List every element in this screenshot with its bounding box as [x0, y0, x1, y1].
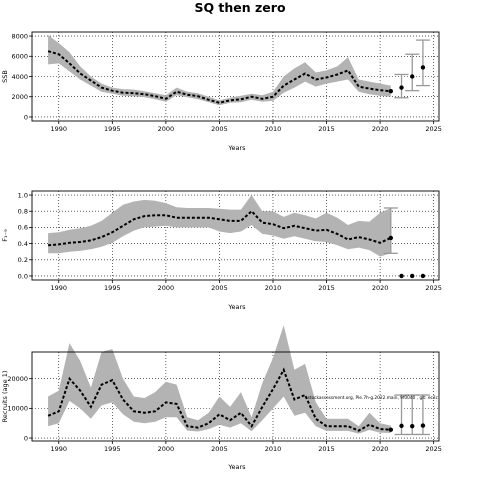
ticks: 1990 1995 2000 2005 2010 2015 2020 2025 0 10000 20… [7, 375, 442, 453]
x-tick-label: 2005 [211, 445, 228, 453]
x-tick-label: 2015 [318, 445, 335, 453]
panel-2: 1990 1995 2000 2005 2010 2015 2020 2025 0.0 0.2 0.… [1, 190, 442, 311]
figure-title: SQ then zero [194, 0, 286, 15]
x-tick-label: 2020 [372, 125, 389, 133]
projection-point [399, 85, 404, 90]
x-tick-label: 2020 [372, 284, 389, 292]
projection [388, 39, 430, 99]
projection [399, 273, 426, 279]
x-tick-label: 2020 [372, 445, 389, 453]
x-tick-label: 2015 [318, 125, 335, 133]
x-tick-label: 2000 [158, 445, 175, 453]
panel-3: 1990 1995 2000 2005 2010 2015 2020 2025 0 10000 20… [1, 325, 442, 471]
y-axis-label: F₁₋₉ [1, 229, 9, 242]
projection-point [399, 273, 404, 279]
x-axis-label: Years [227, 144, 246, 152]
ticks: 1990 1995 2000 2005 2010 2015 2020 2025 0 2000 400… [11, 32, 441, 133]
y-axis-label: Recruits (age 1) [1, 371, 9, 423]
panels: 1990 1995 2000 2005 2010 2015 2020 2025 0 2000 400… [1, 31, 442, 471]
x-tick-label: 1990 [51, 125, 68, 133]
y-tick-label: 0.4 [18, 240, 28, 248]
projection-point [388, 88, 394, 94]
annotation: stockassessment.org, Ple.7h-g.2022.main,… [308, 395, 439, 401]
y-tick-label: 20000 [7, 375, 28, 383]
projection-point [410, 74, 415, 79]
projection-errorbar [415, 39, 430, 87]
plot-frame [31, 190, 440, 281]
y-tick-label: 0 [24, 434, 28, 442]
projection-point [399, 423, 404, 429]
projection-point [410, 273, 415, 279]
y-tick-label: 6000 [11, 53, 28, 61]
projection-point [388, 427, 394, 432]
x-tick-label: 1990 [51, 445, 68, 453]
panel-1: 1990 1995 2000 2005 2010 2015 2020 2025 0 2000 400… [1, 31, 442, 152]
projection-errorbar [405, 53, 420, 92]
x-tick-label: 2025 [425, 125, 442, 133]
x-axis-label: Years [227, 303, 246, 311]
x-axis-label: Years [227, 463, 246, 471]
y-tick-label: 0 [24, 113, 28, 121]
x-tick-label: 2010 [265, 125, 282, 133]
x-tick-label: 2025 [425, 284, 442, 292]
confidence-band [48, 325, 391, 434]
x-tick-label: 2010 [265, 284, 282, 292]
x-tick-label: 1995 [104, 284, 121, 292]
projection-point [420, 273, 426, 279]
projection-point [420, 423, 426, 428]
grid [32, 352, 439, 441]
x-tick-label: 2005 [211, 125, 228, 133]
confidence-band [48, 35, 391, 106]
last-year-interval [383, 207, 398, 254]
confidence-band [48, 195, 391, 257]
x-tick-label: 2025 [425, 445, 442, 453]
y-tick-label: 4000 [11, 73, 28, 81]
y-tick-label: 0.2 [18, 256, 28, 264]
x-tick-label: 2015 [318, 284, 335, 292]
x-tick-label: 2005 [211, 284, 228, 292]
y-tick-label: 8000 [11, 32, 28, 40]
grid [32, 32, 439, 121]
y-tick-label: 1.0 [18, 191, 28, 199]
x-tick-label: 1995 [104, 125, 121, 133]
estimate-line [48, 209, 392, 247]
y-tick-label: 0.6 [18, 224, 28, 232]
estimate-line [47, 367, 391, 432]
x-tick-label: 2000 [158, 284, 175, 292]
y-tick-label: 0.0 [18, 272, 28, 280]
y-tick-label: 2000 [11, 93, 28, 101]
projection-point [410, 423, 415, 429]
ticks: 1990 1995 2000 2005 2010 2015 2020 2025 0.0 0.2 0.… [18, 191, 442, 292]
x-tick-label: 1995 [104, 445, 121, 453]
y-tick-label: 10000 [7, 405, 28, 413]
projection [388, 394, 430, 436]
plot-frame [31, 351, 440, 442]
last-point [388, 235, 394, 241]
y-axis-label: SSB [1, 70, 9, 83]
x-tick-label: 2010 [265, 445, 282, 453]
y-tick-label: 0.8 [18, 208, 28, 216]
projection-point [420, 65, 426, 70]
x-tick-label: 2000 [158, 125, 175, 133]
projection-errorbar [415, 394, 430, 436]
x-tick-label: 1990 [51, 284, 68, 292]
